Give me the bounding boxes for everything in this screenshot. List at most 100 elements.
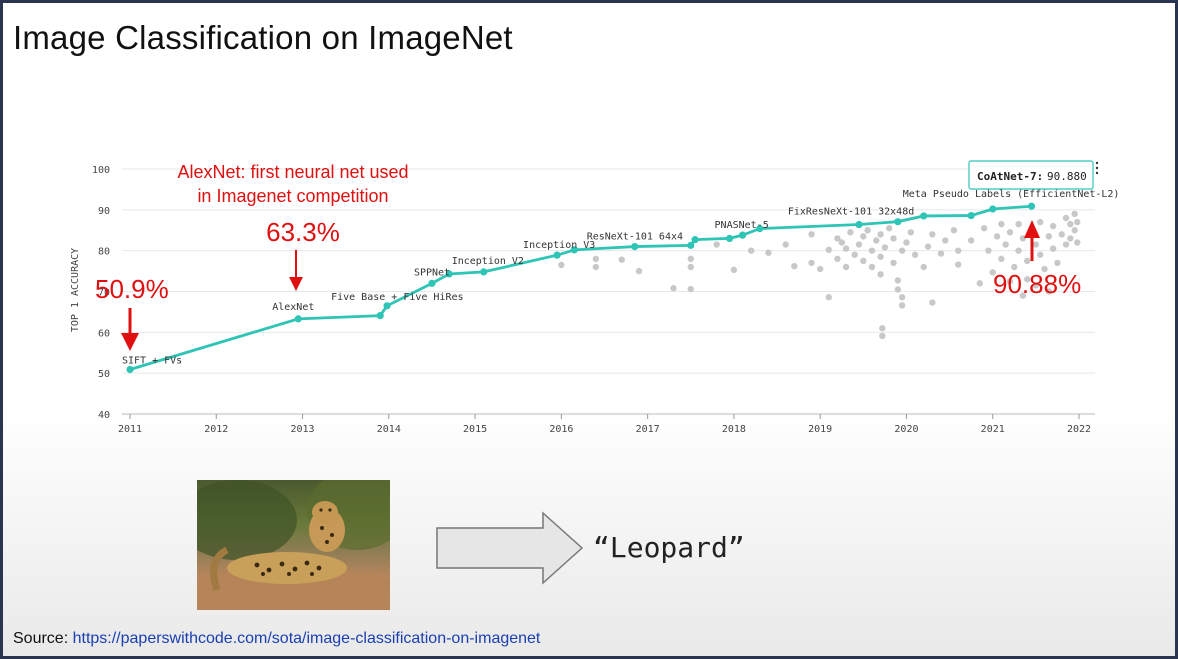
other-model-point — [1024, 257, 1031, 265]
arrow-2021-icon — [1024, 220, 1040, 261]
other-model-point — [1006, 278, 1014, 285]
sota-point — [967, 211, 975, 220]
other-model-point — [898, 247, 906, 254]
source-link[interactable]: https://paperswithcode.com/sota/image-cl… — [72, 630, 541, 647]
other-model-point — [1058, 231, 1065, 238]
other-model-point — [879, 325, 886, 332]
point-label: AlexNet — [272, 302, 314, 313]
source-line: Source: https://paperswithcode.com/sota/… — [13, 630, 540, 648]
other-model-point — [1015, 220, 1022, 228]
other-model-point — [842, 263, 850, 271]
point-label: SIFT + FVs — [122, 355, 182, 366]
point-label: SPPNet — [414, 267, 450, 278]
sota-point — [480, 268, 488, 276]
other-model-point — [670, 285, 677, 292]
other-model-point — [942, 237, 949, 244]
other-model-point — [881, 244, 889, 251]
other-model-point — [1041, 265, 1048, 273]
other-model-point — [886, 225, 893, 232]
other-model-point — [687, 263, 694, 271]
other-model-point — [808, 231, 815, 238]
prediction-label: “Leopard” — [593, 531, 745, 564]
other-model-point — [825, 246, 833, 254]
other-model-point — [1071, 210, 1078, 218]
other-model-point — [747, 247, 755, 254]
other-model-point — [955, 261, 962, 268]
other-model-point — [834, 255, 841, 263]
sota-point — [691, 236, 699, 244]
pct-2021-label: 90.88% — [993, 269, 1081, 299]
other-model-point — [1054, 259, 1061, 267]
arrow-2013-icon — [289, 250, 303, 291]
other-model-point — [860, 257, 867, 265]
other-model-point — [1045, 233, 1053, 240]
sota-point — [428, 279, 436, 287]
other-model-point — [1011, 263, 1018, 271]
x-tick-label: 2022 — [1067, 424, 1091, 435]
sota-point — [687, 241, 695, 249]
other-model-point — [1049, 222, 1057, 230]
x-tick-label: 2021 — [981, 424, 1005, 435]
other-model-point — [911, 251, 919, 258]
other-model-point — [950, 227, 958, 234]
other-model-point — [1062, 241, 1070, 248]
other-model-point — [937, 250, 945, 257]
x-tick-label: 2016 — [549, 424, 573, 435]
other-model-point — [855, 241, 863, 248]
x-tick-label: 2019 — [808, 424, 832, 435]
slide: Image Classification on ImageNet 2011 201… — [3, 3, 1175, 656]
sota-point — [294, 315, 302, 323]
point-label: PNASNet-5 — [715, 220, 769, 231]
other-model-point — [955, 247, 962, 254]
other-model-point — [924, 243, 932, 250]
other-model-point — [1032, 282, 1040, 289]
other-model-point — [782, 241, 789, 248]
other-model-point — [1074, 239, 1081, 246]
other-model-point — [687, 255, 694, 263]
tooltip: CoAtNet-7: 90.880 — [968, 160, 1094, 190]
other-model-point — [730, 266, 738, 274]
point-label: Inception V3 — [523, 240, 595, 251]
source-label: Source: — [13, 630, 69, 647]
tooltip-dots-icon — [1095, 161, 1099, 175]
other-model-point — [825, 294, 833, 301]
other-model-point — [1036, 218, 1044, 226]
arrow-2011-icon — [121, 308, 139, 351]
other-model-point — [868, 263, 876, 271]
other-model-point — [993, 233, 1001, 240]
x-axis: 2011 2012 2013 2014 2015 2016 2017 2018 2019 2020… — [118, 413, 1095, 435]
y-axis-label: TOP 1 ACCURACY — [70, 248, 81, 332]
other-model-point — [929, 299, 936, 306]
sota-point — [989, 205, 997, 213]
other-model-point — [929, 231, 936, 238]
other-model-point — [894, 277, 902, 284]
y-tick-label: 40 — [98, 410, 110, 421]
other-model-point — [558, 261, 565, 269]
other-model-point — [967, 237, 975, 244]
other-model-point — [765, 249, 772, 256]
alexnet-note-line2: in Imagenet competition — [197, 186, 388, 206]
other-model-point — [1036, 251, 1044, 258]
tooltip-value: 90.880 — [1047, 170, 1087, 183]
y-tick-label: 60 — [98, 328, 110, 339]
other-model-point — [873, 237, 880, 244]
point-label: Five Base + Five HiRes — [331, 292, 463, 303]
other-models-scatter — [558, 210, 1081, 340]
y-tick-label: 80 — [98, 247, 110, 258]
other-model-point — [1032, 241, 1040, 248]
y-tick-label: 50 — [98, 369, 110, 380]
other-model-point — [890, 259, 897, 267]
other-model-point — [998, 220, 1005, 228]
other-model-point — [842, 245, 850, 252]
other-model-point — [1045, 288, 1053, 295]
other-model-point — [834, 235, 841, 242]
other-model-point — [791, 262, 798, 270]
other-model-point — [618, 256, 625, 263]
sota-point — [126, 365, 134, 374]
other-model-point — [1019, 235, 1027, 242]
tooltip-name: CoAtNet-7: — [977, 170, 1043, 183]
sota-point — [894, 218, 902, 226]
other-model-point — [998, 255, 1005, 263]
x-tick-label: 2014 — [377, 424, 401, 435]
sota-point — [383, 302, 391, 310]
